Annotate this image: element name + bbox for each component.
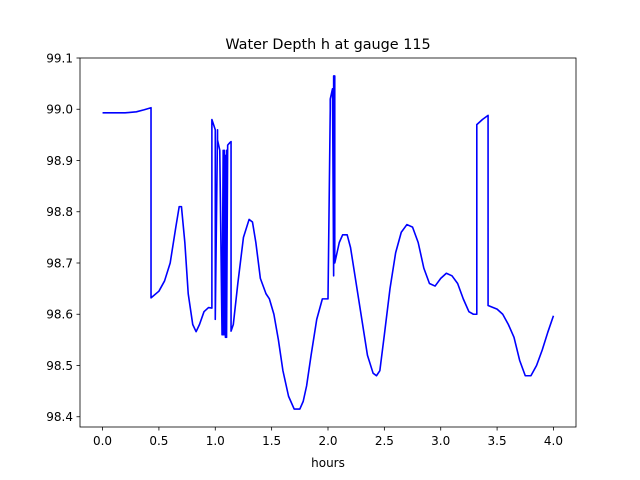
plot-frame bbox=[79, 57, 577, 428]
y-tick-label: 98.6 bbox=[46, 308, 73, 322]
y-axis: 98.4 98.5 98.6 98.7 98.8 98.9 99.0 99.1 bbox=[46, 51, 80, 424]
y-tick-label: 98.5 bbox=[46, 359, 73, 373]
x-tick-label: 3.5 bbox=[488, 434, 507, 448]
x-tick-label: 1.0 bbox=[206, 434, 225, 448]
x-tick-label: 2.0 bbox=[318, 434, 337, 448]
series-line bbox=[102, 75, 555, 410]
x-tick-label: 0.0 bbox=[93, 434, 112, 448]
x-tick-label: 0.5 bbox=[149, 434, 168, 448]
y-tick-label: 98.4 bbox=[46, 410, 73, 424]
x-axis: 0.0 0.5 1.0 1.5 2.0 2.5 3.0 3.5 4.0 bbox=[93, 427, 563, 448]
x-tick-label: 3.0 bbox=[431, 434, 450, 448]
y-tick-label: 98.7 bbox=[46, 256, 73, 270]
chart-title: Water Depth h at gauge 115 bbox=[225, 37, 430, 53]
x-axis-label: hours bbox=[311, 456, 345, 470]
y-tick-label: 98.9 bbox=[46, 154, 73, 168]
y-tick-label: 98.8 bbox=[46, 205, 73, 219]
x-tick-label: 4.0 bbox=[544, 434, 563, 448]
x-tick-label: 2.5 bbox=[375, 434, 394, 448]
x-tick-label: 1.5 bbox=[262, 434, 281, 448]
y-tick-label: 99.0 bbox=[46, 103, 73, 117]
y-tick-label: 99.1 bbox=[46, 51, 73, 65]
series-layer bbox=[102, 75, 555, 410]
